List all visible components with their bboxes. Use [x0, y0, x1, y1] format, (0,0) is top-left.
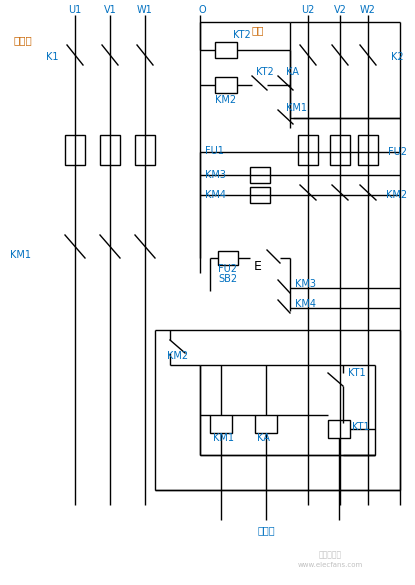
Bar — [358, 135, 378, 165]
Bar — [215, 42, 237, 58]
Text: K2: K2 — [391, 52, 403, 62]
Text: KM2: KM2 — [215, 95, 237, 105]
Text: K1: K1 — [46, 52, 58, 62]
Text: SB2: SB2 — [218, 274, 237, 284]
Text: KT1: KT1 — [352, 422, 370, 432]
Text: KM3: KM3 — [205, 170, 226, 180]
Text: 备用: 备用 — [252, 25, 264, 35]
Text: O: O — [198, 5, 206, 15]
Text: KM1: KM1 — [286, 103, 307, 113]
Bar — [255, 415, 277, 433]
Text: KM4: KM4 — [295, 299, 316, 309]
Text: KM2: KM2 — [167, 351, 188, 361]
Bar — [135, 135, 155, 165]
Text: FU2: FU2 — [218, 264, 237, 274]
Text: KM1: KM1 — [213, 433, 234, 443]
Bar — [218, 251, 238, 265]
Bar — [250, 187, 270, 203]
Text: KA: KA — [286, 67, 298, 77]
Bar — [65, 135, 85, 165]
Text: KT2: KT2 — [256, 67, 274, 77]
Text: U1: U1 — [68, 5, 82, 15]
Bar — [210, 415, 232, 433]
Text: KM2: KM2 — [386, 190, 408, 200]
Text: V2: V2 — [334, 5, 347, 15]
Text: KT1: KT1 — [348, 368, 366, 378]
Text: V1: V1 — [104, 5, 116, 15]
Text: KA: KA — [257, 433, 270, 443]
Text: KT2: KT2 — [233, 30, 251, 40]
Text: W2: W2 — [360, 5, 376, 15]
Text: 主电源: 主电源 — [14, 35, 32, 45]
Bar — [250, 167, 270, 183]
Text: FU2: FU2 — [388, 147, 407, 157]
Text: U2: U2 — [301, 5, 315, 15]
Text: FU1: FU1 — [205, 146, 224, 156]
Text: KM4: KM4 — [205, 190, 226, 200]
Text: 电子发烧友: 电子发烧友 — [318, 550, 342, 559]
Bar — [330, 135, 350, 165]
Bar — [215, 77, 237, 93]
Text: KM3: KM3 — [295, 279, 316, 289]
Bar — [100, 135, 120, 165]
Bar — [298, 135, 318, 165]
Text: E: E — [254, 260, 262, 273]
Text: www.elecfans.com: www.elecfans.com — [298, 562, 363, 568]
Text: 接负载: 接负载 — [257, 525, 275, 535]
Bar — [328, 420, 350, 438]
Text: KM1: KM1 — [10, 250, 30, 260]
Text: W1: W1 — [137, 5, 153, 15]
